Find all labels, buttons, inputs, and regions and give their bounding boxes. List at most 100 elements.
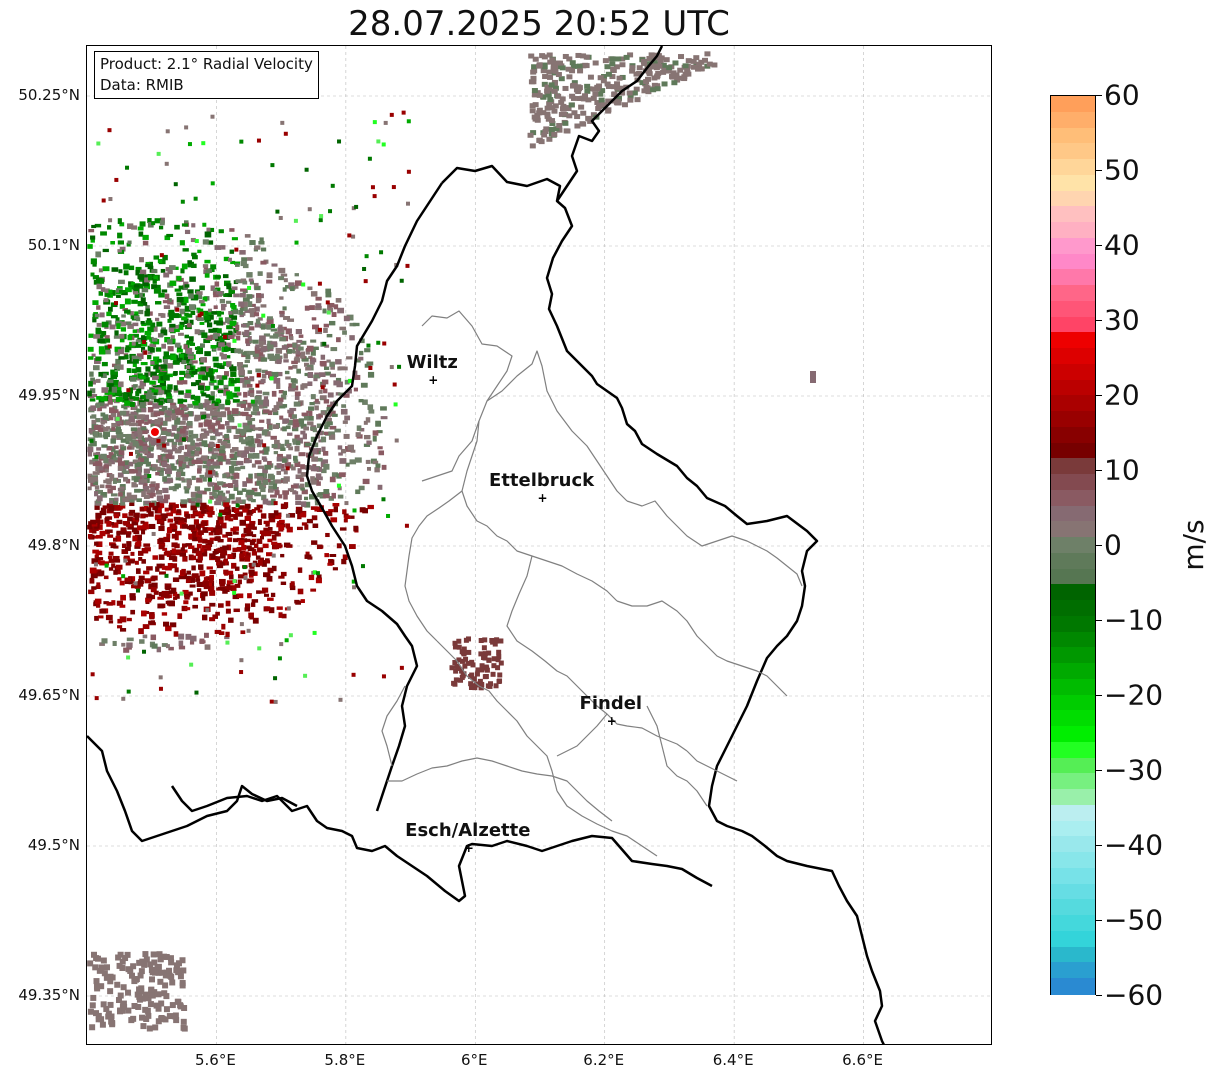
city-label: Wiltz [406,352,458,373]
product-label: Product: 2.1° Radial Velocity [100,55,313,73]
latitude-tick-label: 50.25°N [18,86,80,104]
colorbar-segment [1051,411,1095,428]
latitude-tick-label: 49.65°N [18,686,80,704]
colorbar-tick-label: −20 [1104,678,1164,712]
colorbar-segment [1051,899,1095,917]
longitude-tick-label: 5.6°E [195,1051,236,1069]
colorbar-segment [1051,678,1095,696]
colorbar-unit: m/s [1177,519,1207,571]
colorbar-segment [1051,505,1095,523]
colorbar-segment [1051,426,1095,444]
colorbar-tick [1096,170,1102,171]
colorbar-segment [1051,915,1095,932]
colorbar-segment [1051,552,1095,570]
colorbar-tick [1096,95,1102,96]
velocity-colorbar [1050,95,1096,995]
colorbar-tick [1096,995,1102,996]
colorbar-segment [1051,285,1095,302]
colorbar-segment [1051,537,1095,554]
colorbar-segment [1051,820,1095,838]
colorbar-segment [1051,458,1095,476]
colorbar-tick-label: −40 [1104,828,1164,862]
colorbar-segment [1051,773,1095,791]
colorbar-segment [1051,190,1095,208]
city-marker: + [428,373,438,387]
city-label: Esch/Alzette [405,820,531,841]
colorbar-segment [1051,96,1095,113]
colorbar-segment [1051,694,1095,712]
radar-echoes [87,51,816,1032]
colorbar-segment [1051,300,1095,318]
colorbar-tick-label: −50 [1104,903,1164,937]
colorbar-tick-label: −30 [1104,753,1164,787]
colorbar-segment [1051,269,1095,287]
colorbar-tick [1096,770,1102,771]
colorbar-segment [1051,647,1095,665]
colorbar-segment [1051,174,1095,192]
map-canvas: + + + + [87,46,991,1044]
city-markers: + + + + [428,373,617,855]
longitude-tick-label: 6.6°E [842,1051,883,1069]
city-marker: + [538,491,548,505]
colorbar-segment [1051,489,1095,507]
colorbar-tick [1096,545,1102,546]
colorbar-segment [1051,930,1095,948]
colorbar-segment [1051,474,1095,491]
colorbar-tick [1096,320,1102,321]
colorbar-segment [1051,584,1095,602]
colorbar-tick [1096,920,1102,921]
colorbar-segment [1051,757,1095,775]
colorbar-segment [1051,348,1095,365]
city-label: Ettelbruck [489,470,595,491]
germany-border-north [555,46,664,202]
city-marker: + [607,714,617,728]
colorbar-segment [1051,710,1095,728]
colorbar-segment [1051,663,1095,680]
product-info-box: Product: 2.1° Radial Velocity Data: RMIB [94,51,319,99]
colorbar-segment [1051,568,1095,586]
colorbar-segment [1051,332,1095,350]
longitude-tick-label: 5.8°E [324,1051,366,1069]
latitude-tick-label: 49.5°N [27,836,80,854]
colorbar-segment [1051,867,1095,885]
latitude-tick-label: 50.1°N [27,236,80,254]
colorbar-segment [1051,946,1095,964]
colorbar-tick-label: 30 [1104,303,1140,337]
colorbar-segment [1051,442,1095,460]
colorbar-segment [1051,631,1095,649]
radar-site-marker [148,426,161,438]
colorbar-segment [1051,741,1095,759]
colorbar-segment [1051,615,1095,633]
canton-borders [381,310,803,857]
colorbar-segment [1051,883,1095,901]
colorbar-segment [1051,395,1095,413]
colorbar-segment [1051,521,1095,539]
colorbar-segment [1051,836,1095,854]
colorbar-segment [1051,237,1095,255]
colorbar-segment [1051,127,1095,145]
colorbar-tick-label: 20 [1104,378,1140,412]
colorbar-segment [1051,111,1095,129]
colorbar-tick [1096,695,1102,696]
colorbar-tick [1096,845,1102,846]
data-source-label: Data: RMIB [100,76,184,94]
belgium-border-west [87,735,298,843]
longitude-tick-label: 6.2°E [583,1051,625,1069]
colorbar-tick [1096,395,1102,396]
colorbar-tick-label: 60 [1104,78,1140,112]
luxembourg-border-west [305,182,444,812]
luxembourg-border [441,164,885,1044]
latitude-tick-label: 49.95°N [18,386,80,404]
latitude-tick-label: 49.35°N [18,986,80,1004]
colorbar-tick [1096,620,1102,621]
colorbar-segment [1051,143,1095,160]
colorbar-segment [1051,206,1095,224]
colorbar-segment [1051,852,1095,869]
radar-map[interactable]: + + + + [86,45,992,1045]
latitude-tick-label: 49.8°N [27,536,80,554]
colorbar-segment [1051,159,1095,176]
colorbar-segment [1051,726,1095,743]
colorbar-tick-label: −10 [1104,603,1164,637]
colorbar-tick-label: 40 [1104,228,1140,262]
colorbar-tick-label: 10 [1104,453,1140,487]
